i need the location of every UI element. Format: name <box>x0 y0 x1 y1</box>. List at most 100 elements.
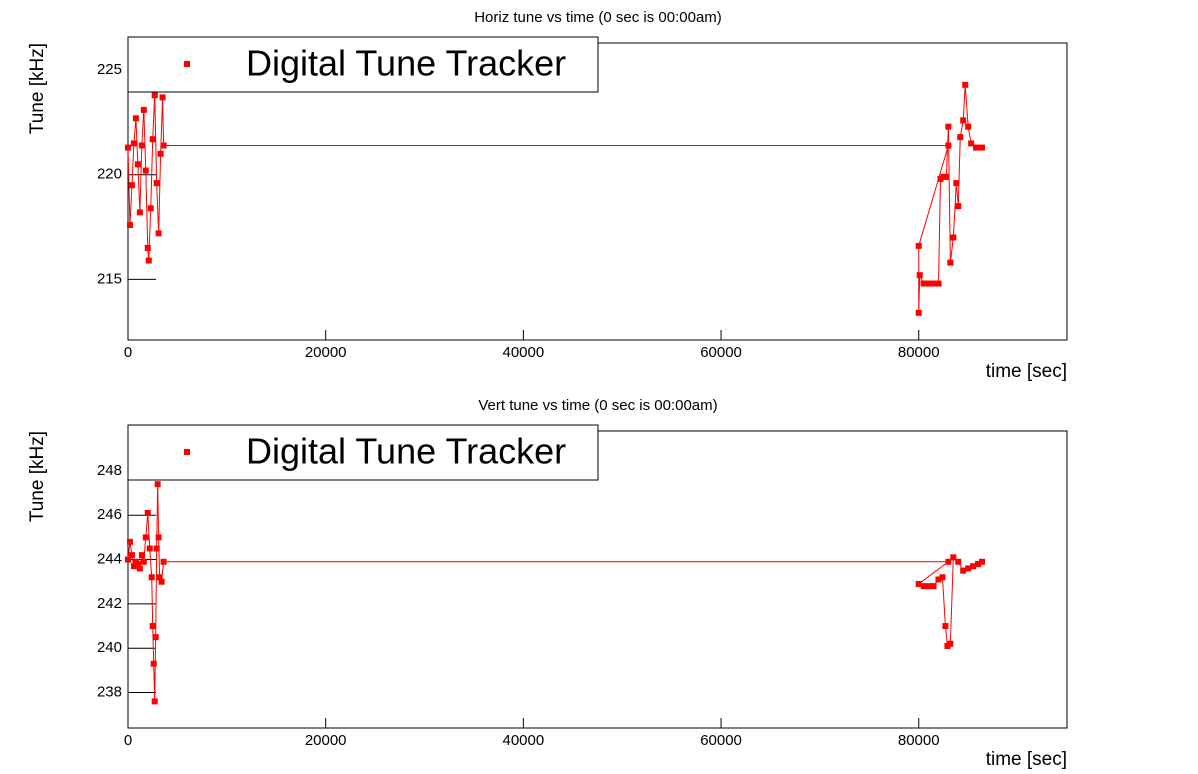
data-point <box>935 576 942 583</box>
series-line <box>127 484 983 702</box>
x-tick-label: 40000 <box>503 344 545 361</box>
x-tick-label: 60000 <box>700 732 742 749</box>
y-axis-label: Tune [kHz] <box>27 431 48 522</box>
chart-title: Horiz tune vs time (0 sec is 00:00am) <box>474 9 722 26</box>
data-point <box>140 106 147 113</box>
data-point <box>145 257 152 264</box>
data-point <box>950 554 957 561</box>
x-tick-label: 20000 <box>305 732 347 749</box>
data-point <box>955 558 962 565</box>
chart-title: Vert tune vs time (0 sec is 00:00am) <box>478 397 717 414</box>
x-axis-label: time [sec] <box>986 749 1067 770</box>
data-point <box>916 272 923 279</box>
data-point <box>975 560 982 567</box>
y-axis-label: Tune [kHz] <box>27 43 48 134</box>
data-point <box>142 167 149 174</box>
x-tick-label: 0 <box>124 732 132 749</box>
series-line <box>127 84 982 313</box>
data-point <box>155 534 162 541</box>
data-point <box>915 309 922 316</box>
data-point <box>128 182 135 189</box>
data-point <box>154 481 161 488</box>
data-point <box>947 259 954 266</box>
x-axis-label: time [sec] <box>986 361 1067 382</box>
data-point <box>128 552 135 559</box>
data-point <box>149 136 156 143</box>
data-point <box>970 563 977 570</box>
y-tick-label: 248 <box>97 462 122 479</box>
data-point <box>144 244 151 251</box>
data-point <box>130 563 137 570</box>
data-point <box>138 552 145 559</box>
data-point <box>144 510 151 517</box>
data-point <box>126 221 133 228</box>
data-point <box>930 280 937 287</box>
data-point <box>146 545 153 552</box>
data-point <box>953 180 960 187</box>
data-point <box>962 81 969 88</box>
data-point <box>920 280 927 287</box>
data-point <box>915 580 922 587</box>
legend-label: Digital Tune Tracker <box>246 431 566 472</box>
y-tick-label: 215 <box>97 270 122 287</box>
y-tick-label: 238 <box>97 684 122 701</box>
data-point <box>925 280 932 287</box>
data-point <box>978 144 985 151</box>
data-point <box>950 234 957 241</box>
data-point <box>151 698 158 705</box>
data-point <box>125 144 131 151</box>
y-tick-label: 246 <box>97 506 122 523</box>
y-tick-label: 240 <box>97 639 122 656</box>
x-tick-label: 80000 <box>898 732 940 749</box>
data-point <box>973 144 980 151</box>
data-point <box>955 203 962 210</box>
data-point <box>138 142 145 149</box>
data-point <box>960 117 967 124</box>
data-point <box>151 92 158 99</box>
data-point <box>125 556 131 563</box>
legend-box <box>127 36 599 93</box>
data-point <box>920 583 927 590</box>
data-point <box>126 538 133 545</box>
data-point <box>160 142 167 149</box>
data-point <box>978 558 985 565</box>
x-tick-label: 60000 <box>700 344 742 361</box>
legend-marker <box>184 61 190 67</box>
data-point <box>132 115 139 122</box>
data-point <box>136 565 143 572</box>
data-point <box>915 242 922 249</box>
x-tick-label: 40000 <box>503 732 545 749</box>
data-point <box>965 565 972 572</box>
data-point <box>156 574 163 581</box>
data-point <box>947 640 954 647</box>
data-point <box>943 173 950 180</box>
data-point <box>134 161 141 168</box>
legend-marker <box>184 449 190 455</box>
data-point <box>957 134 964 141</box>
data-point <box>945 123 952 130</box>
data-point <box>925 583 932 590</box>
data-point <box>136 209 143 216</box>
data-point <box>965 123 972 130</box>
data-point <box>140 558 147 565</box>
data-point <box>152 634 159 641</box>
y-tick-label: 220 <box>97 166 122 183</box>
data-point <box>939 574 946 581</box>
data-point <box>945 142 952 149</box>
x-tick-label: 80000 <box>898 344 940 361</box>
data-point <box>142 534 149 541</box>
data-point <box>160 558 167 565</box>
y-tick-label: 242 <box>97 595 122 612</box>
data-point <box>935 280 942 287</box>
legend-box <box>127 424 599 481</box>
data-point <box>945 558 952 565</box>
data-point <box>147 205 154 212</box>
y-tick-label: 225 <box>97 61 122 78</box>
data-point <box>150 660 157 667</box>
data-point <box>153 545 160 552</box>
x-tick-label: 20000 <box>305 344 347 361</box>
x-tick-label: 0 <box>124 344 132 361</box>
data-point <box>942 623 949 630</box>
